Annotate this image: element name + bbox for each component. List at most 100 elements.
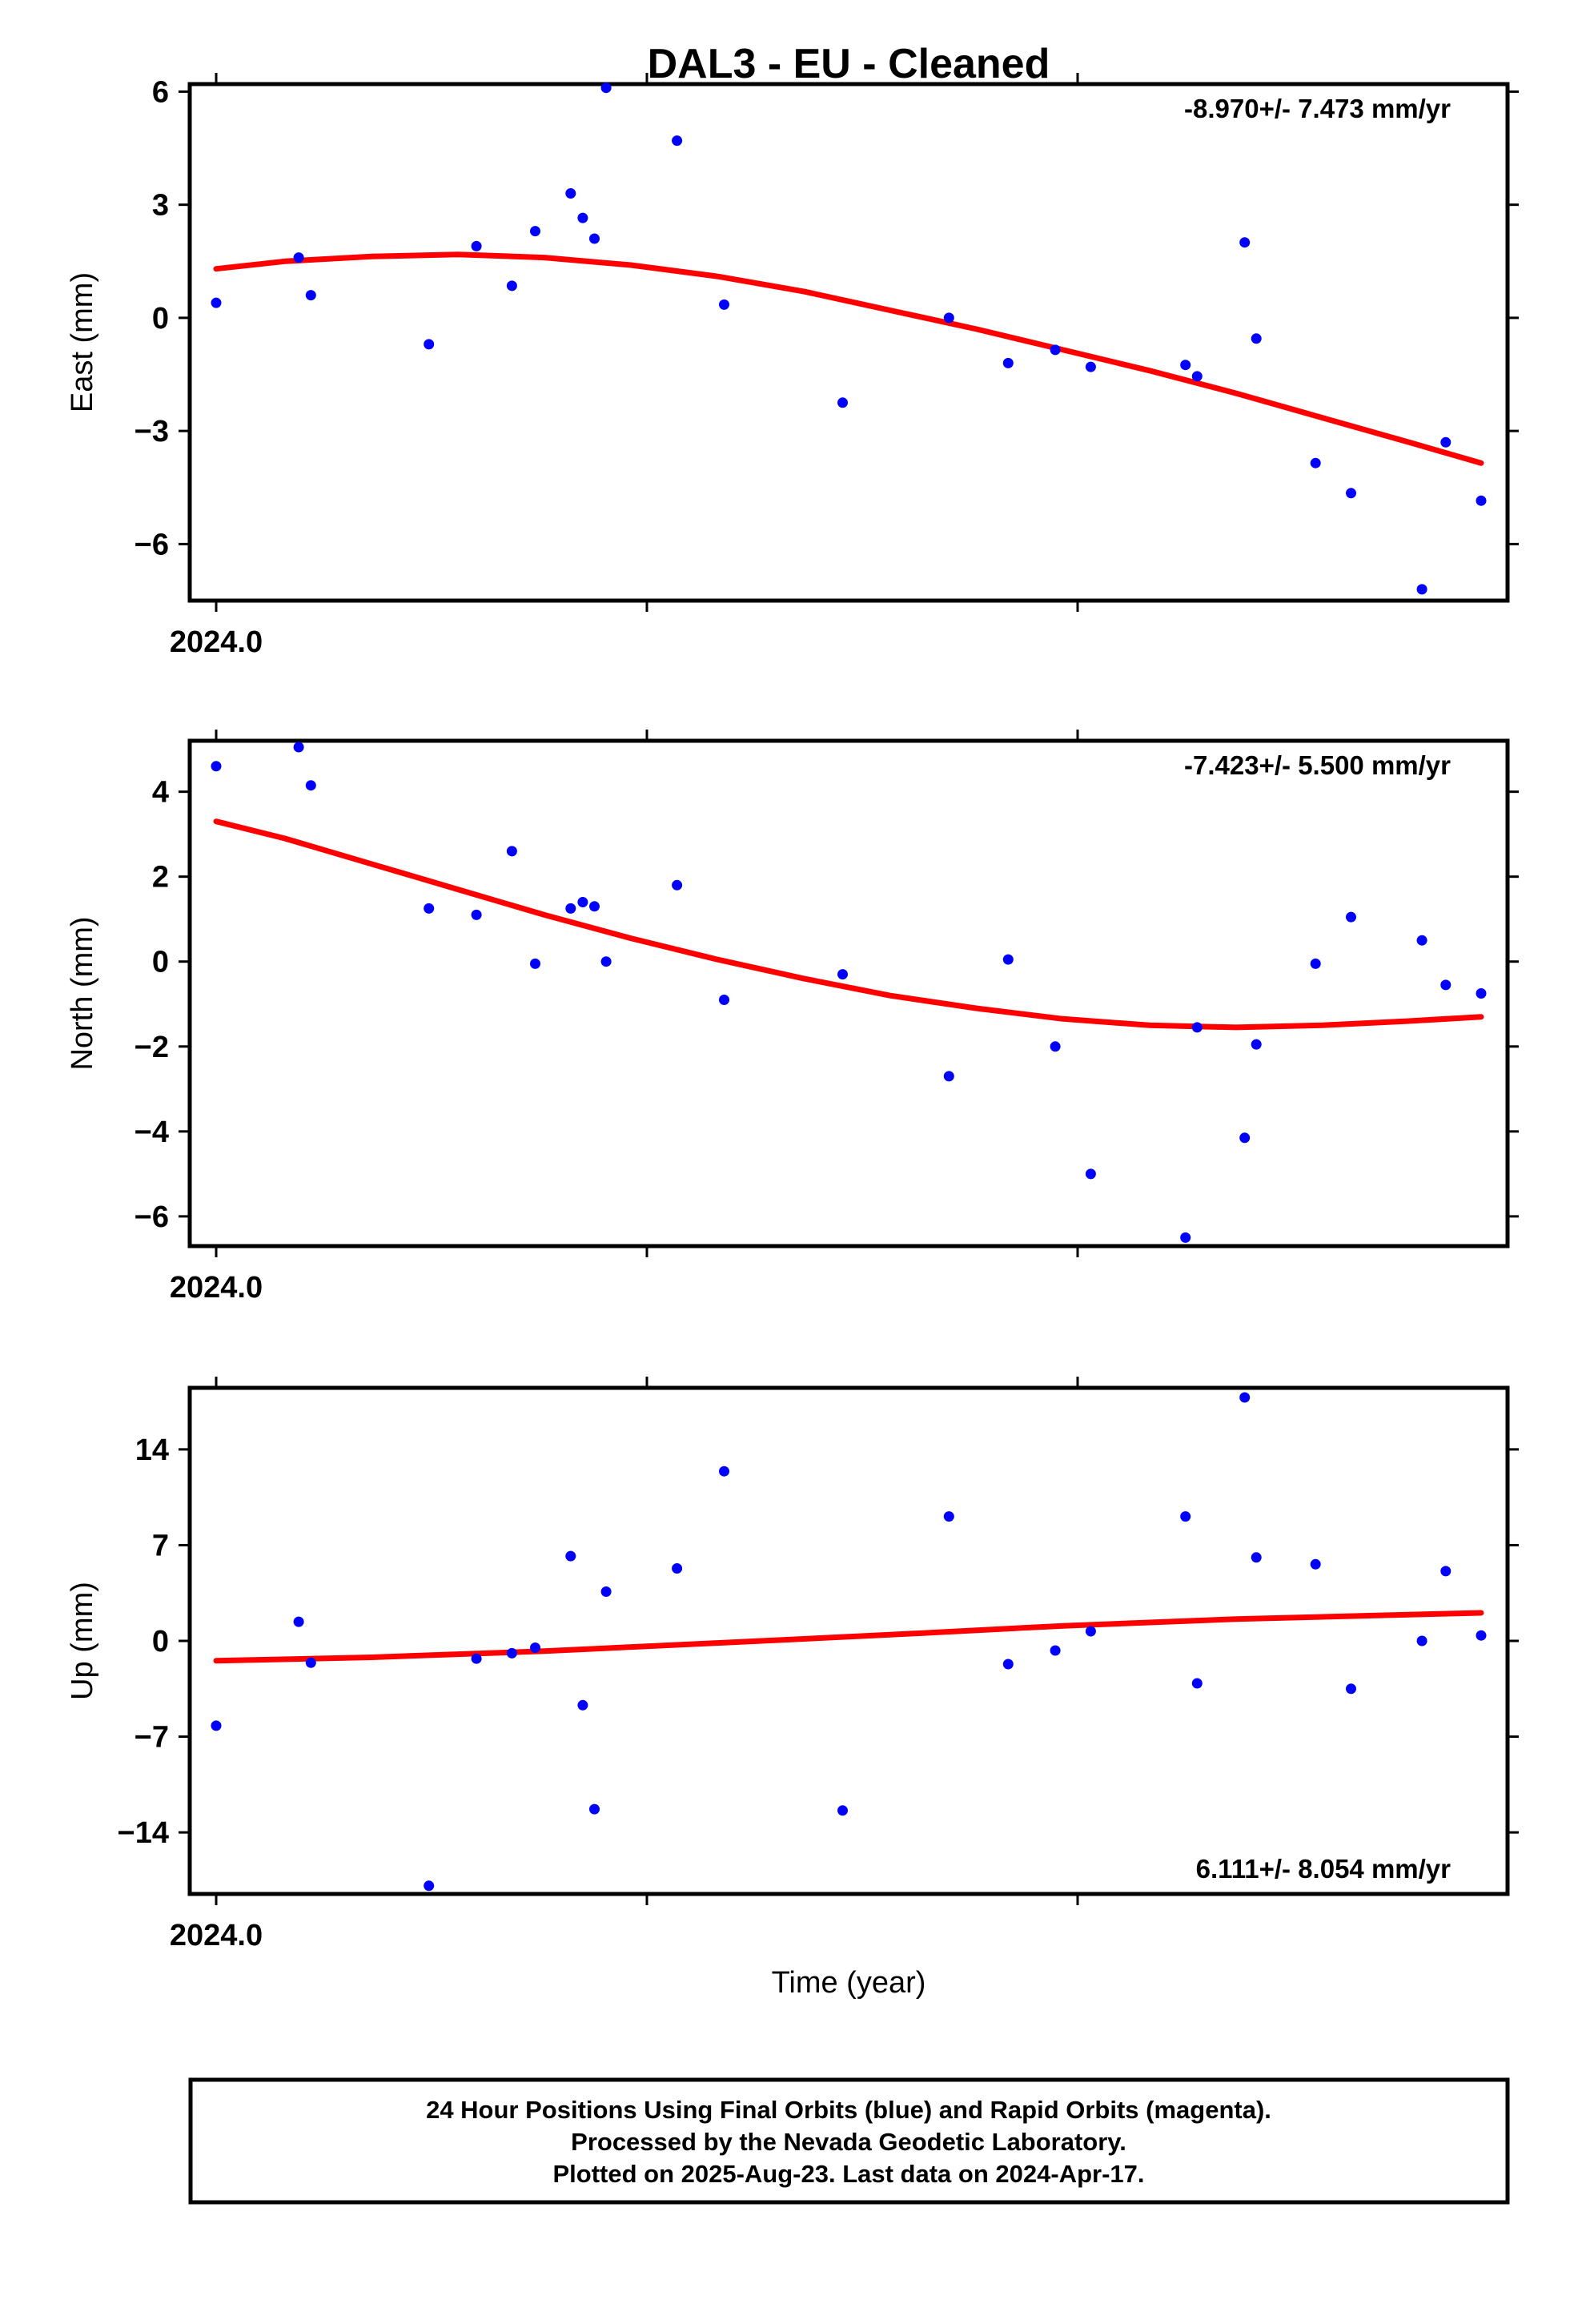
data-point: [600, 1586, 612, 1597]
x-tick-label: 2024.0: [170, 1919, 263, 1952]
x-tick-label: 2024.0: [170, 625, 263, 659]
data-point: [305, 290, 316, 301]
y-tick-label: −3: [135, 415, 169, 448]
data-point: [565, 188, 576, 199]
data-point: [837, 969, 848, 980]
data-point: [837, 397, 848, 408]
data-point: [1191, 371, 1203, 382]
data-point: [1476, 495, 1487, 506]
data-point: [424, 339, 435, 350]
data-point: [1440, 1566, 1452, 1577]
data-point: [719, 299, 729, 310]
data-point: [837, 1805, 848, 1816]
data-point: [506, 280, 517, 292]
data-point: [1239, 237, 1251, 248]
data-point: [943, 312, 954, 324]
data-point: [1085, 361, 1096, 372]
data-point: [506, 846, 517, 857]
data-point: [530, 958, 540, 969]
data-point: [1002, 357, 1014, 368]
y-tick-label: −14: [118, 1816, 169, 1850]
data-point: [211, 297, 222, 308]
data-point: [1476, 988, 1487, 999]
data-point: [1346, 488, 1356, 499]
footer-line-3: Plotted on 2025-Aug-23. Last data on 202…: [552, 2160, 1144, 2188]
data-point: [1050, 1041, 1061, 1052]
data-point: [424, 1880, 435, 1892]
data-point: [577, 212, 588, 223]
data-point: [1002, 954, 1014, 965]
data-point: [1310, 457, 1321, 468]
data-point: [471, 909, 482, 920]
data-point: [530, 1642, 540, 1653]
data-point: [211, 1720, 222, 1731]
data-point: [672, 135, 683, 147]
footer-line-1: 24 Hour Positions Using Final Orbits (bl…: [426, 2096, 1271, 2124]
data-point: [1251, 1552, 1262, 1563]
y-tick-label: −2: [135, 1031, 169, 1064]
data-point: [1416, 1635, 1427, 1647]
data-point: [1251, 333, 1262, 344]
data-point: [1416, 584, 1427, 595]
x-axis-label: Time (year): [772, 1966, 926, 2000]
data-point: [305, 1657, 316, 1668]
data-point: [506, 1647, 517, 1659]
data-point: [530, 226, 540, 237]
footer-box: 24 Hour Positions Using Final Orbits (bl…: [188, 2077, 1510, 2205]
data-point: [672, 879, 683, 891]
data-point: [1050, 1645, 1061, 1656]
rate-label: 6.111+/- 8.054 mm/yr: [1196, 1854, 1451, 1884]
data-point: [589, 901, 600, 912]
data-point: [1180, 360, 1191, 371]
data-point: [1346, 911, 1356, 923]
data-point: [600, 82, 612, 94]
data-point: [600, 956, 612, 967]
data-point: [211, 761, 222, 772]
y-tick-label: 0: [152, 946, 169, 979]
y-tick-label: 3: [152, 189, 169, 223]
y-axis-label: East (mm): [66, 272, 99, 412]
data-point: [577, 1699, 588, 1711]
data-point: [305, 780, 316, 791]
data-point: [719, 1466, 729, 1477]
y-tick-label: −7: [135, 1721, 169, 1755]
data-point: [471, 240, 482, 251]
data-point: [672, 1563, 683, 1574]
plot-frame: [187, 82, 1510, 603]
data-point: [1251, 1039, 1262, 1050]
y-tick-label: −6: [135, 1200, 169, 1234]
data-point: [1239, 1392, 1251, 1403]
panel-east: −6 −3 0 3 6 2024.0 East (mm) -8.970+/- 7.473 mm…: [66, 73, 1519, 659]
data-point: [565, 1550, 576, 1562]
y-tick-label: 14: [135, 1433, 169, 1467]
data-point: [943, 1511, 954, 1522]
data-point: [1191, 1022, 1203, 1033]
data-point: [1002, 1659, 1014, 1670]
data-point: [1239, 1132, 1251, 1144]
data-point: [1191, 1678, 1203, 1689]
data-point: [1310, 1558, 1321, 1570]
y-tick-label: 4: [152, 776, 169, 810]
y-axis-label: North (mm): [66, 916, 99, 1070]
data-point: [293, 252, 304, 263]
data-point: [293, 742, 304, 753]
data-point: [1440, 436, 1452, 448]
rate-label: -8.970+/- 7.473 mm/yr: [1184, 94, 1451, 123]
data-point: [293, 1616, 304, 1627]
data-point: [589, 233, 600, 244]
data-point: [471, 1653, 482, 1664]
panel-north: −6 −4 −2 0 2 4 2024.0 North (mm) -7.423+/- 5.500…: [66, 730, 1519, 1305]
data-point: [1310, 958, 1321, 969]
y-tick-label: 6: [152, 75, 169, 109]
data-point: [943, 1071, 954, 1082]
data-point: [1085, 1168, 1096, 1180]
panel-up: −14 −7 0 7 14 2024.0 Up (mm) 6.111+/- 8.054 mm/…: [66, 1377, 1519, 1952]
data-point: [565, 903, 576, 914]
data-point: [1416, 935, 1427, 946]
data-point: [424, 903, 435, 914]
y-tick-label: 0: [152, 1625, 169, 1659]
y-tick-label: −6: [135, 528, 169, 561]
y-axis-label: Up (mm): [66, 1582, 99, 1700]
fit-curve: [213, 251, 1484, 466]
data-point: [577, 897, 588, 907]
